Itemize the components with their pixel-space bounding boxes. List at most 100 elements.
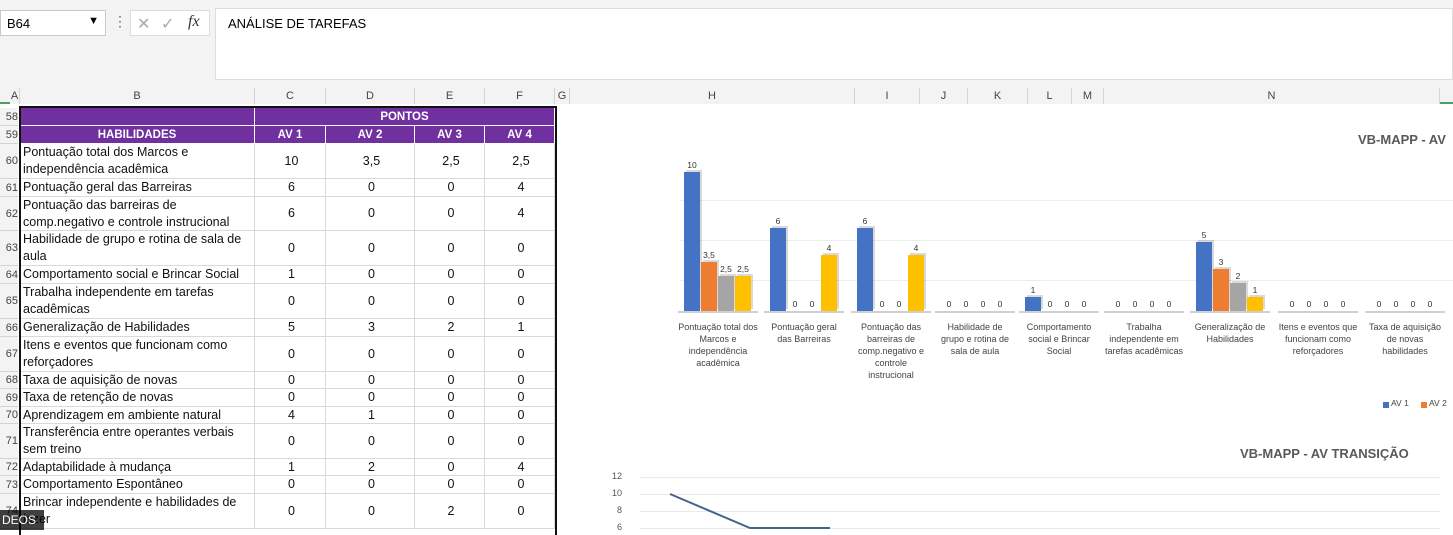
column-header[interactable]: H [570,88,855,104]
score-cell[interactable]: 0 [485,337,555,372]
score-cell[interactable]: 0 [326,197,415,231]
column-header[interactable]: A [10,88,20,104]
column-header[interactable]: C [255,88,326,104]
skill-cell[interactable]: Adaptabilidade à mudança [20,459,255,476]
score-cell[interactable]: 0 [326,389,415,407]
skill-cell[interactable]: Taxa de retenção de novas [20,389,255,407]
skill-cell[interactable]: Comportamento Espontâneo [20,476,255,494]
row-number[interactable]: 58 [0,108,18,126]
score-cell[interactable]: 0 [326,494,415,529]
score-cell[interactable]: 4 [485,179,555,197]
column-header[interactable]: D [326,88,415,104]
insert-function[interactable]: fx [188,13,200,30]
skill-cell[interactable]: Aprendizagem em ambiente natural [20,407,255,424]
column-header[interactable]: G [555,88,570,104]
row-number[interactable]: 61 [0,179,18,197]
row-number[interactable]: 70 [0,407,18,424]
score-cell[interactable]: 0 [415,389,485,407]
score-cell[interactable]: 0 [255,424,326,459]
score-cell[interactable]: 0 [485,266,555,284]
enter-button[interactable]: ✓ [161,16,175,33]
column-header[interactable]: N [1104,88,1440,104]
row-number[interactable]: 62 [0,197,18,231]
score-cell[interactable]: 2,5 [485,144,555,179]
score-cell[interactable]: 2 [326,459,415,476]
row-number[interactable]: 59 [0,126,18,144]
score-cell[interactable]: 0 [255,494,326,529]
score-cell[interactable]: 0 [485,407,555,424]
score-cell[interactable]: 0 [485,231,555,266]
score-cell[interactable]: 0 [415,266,485,284]
score-cell[interactable]: 6 [255,197,326,231]
row-number[interactable]: 65 [0,284,18,319]
column-header[interactable]: M [1072,88,1104,104]
score-cell[interactable]: 2,5 [415,144,485,179]
row-number[interactable]: 68 [0,372,18,389]
column-header[interactable]: L [1028,88,1072,104]
score-cell[interactable]: 1 [485,319,555,337]
column-header[interactable]: K [968,88,1028,104]
skill-cell[interactable]: Generalização de Habilidades [20,319,255,337]
score-cell[interactable]: 4 [255,407,326,424]
score-cell[interactable]: 4 [485,459,555,476]
row-number[interactable]: 71 [0,424,18,459]
menu-dots[interactable]: ⋮ [113,13,127,29]
score-cell[interactable]: 0 [485,476,555,494]
score-cell[interactable]: 0 [415,337,485,372]
score-cell[interactable]: 0 [415,284,485,319]
score-cell[interactable]: 4 [485,197,555,231]
row-number[interactable]: 67 [0,337,18,372]
score-cell[interactable]: 1 [255,459,326,476]
score-cell[interactable]: 1 [255,266,326,284]
cancel-button[interactable]: ✕ [137,16,151,33]
skill-cell[interactable]: Pontuação das barreiras de comp.negativo… [20,197,255,231]
score-cell[interactable]: 0 [415,459,485,476]
score-cell[interactable]: 0 [415,231,485,266]
score-cell[interactable]: 10 [255,144,326,179]
score-cell[interactable]: 0 [326,476,415,494]
row-number[interactable]: 60 [0,144,18,179]
score-cell[interactable]: 0 [255,337,326,372]
score-cell[interactable]: 0 [485,424,555,459]
skill-cell[interactable]: Comportamento social e Brincar Social [20,266,255,284]
row-number[interactable]: 64 [0,266,18,284]
skill-cell[interactable]: Pontuação geral das Barreiras [20,179,255,197]
row-number[interactable]: 66 [0,319,18,337]
column-header[interactable]: F [485,88,555,104]
score-cell[interactable]: 0 [326,424,415,459]
score-cell[interactable]: 0 [415,476,485,494]
score-cell[interactable]: 1 [326,407,415,424]
row-number[interactable]: 63 [0,231,18,266]
score-cell[interactable]: 0 [415,424,485,459]
score-cell[interactable]: 0 [415,407,485,424]
column-header[interactable]: J [920,88,968,104]
score-cell[interactable]: 2 [415,494,485,529]
skill-cell[interactable]: Trabalha independente em tarefas acadêmi… [20,284,255,319]
row-number[interactable]: 69 [0,389,18,407]
score-cell[interactable]: 0 [255,284,326,319]
score-cell[interactable]: 0 [485,284,555,319]
score-cell[interactable]: 0 [255,372,326,389]
score-cell[interactable]: 0 [415,197,485,231]
skill-cell[interactable]: Habilidade de grupo e rotina de sala de … [20,231,255,266]
score-cell[interactable]: 0 [326,337,415,372]
video-overlay[interactable]: DEOS [0,510,44,530]
score-cell[interactable]: 0 [255,389,326,407]
column-header[interactable]: I [855,88,920,104]
row-number[interactable]: 73 [0,476,18,494]
skill-cell[interactable]: Itens e eventos que funcionam como refor… [20,337,255,372]
score-cell[interactable]: 0 [326,231,415,266]
score-cell[interactable]: 0 [485,389,555,407]
score-cell[interactable]: 0 [326,266,415,284]
score-cell[interactable]: 0 [415,179,485,197]
score-cell[interactable]: 3,5 [326,144,415,179]
score-cell[interactable]: 0 [255,231,326,266]
skill-cell[interactable]: Pontuação total dos Marcos e independênc… [20,144,255,179]
row-number[interactable]: 72 [0,459,18,476]
formula-input[interactable]: ANÁLISE DE TAREFAS [215,8,1453,80]
score-cell[interactable]: 0 [255,476,326,494]
column-header[interactable]: B [20,88,255,104]
score-cell[interactable]: 3 [326,319,415,337]
score-cell[interactable]: 0 [485,372,555,389]
skill-cell[interactable]: Transferência entre operantes verbais se… [20,424,255,459]
